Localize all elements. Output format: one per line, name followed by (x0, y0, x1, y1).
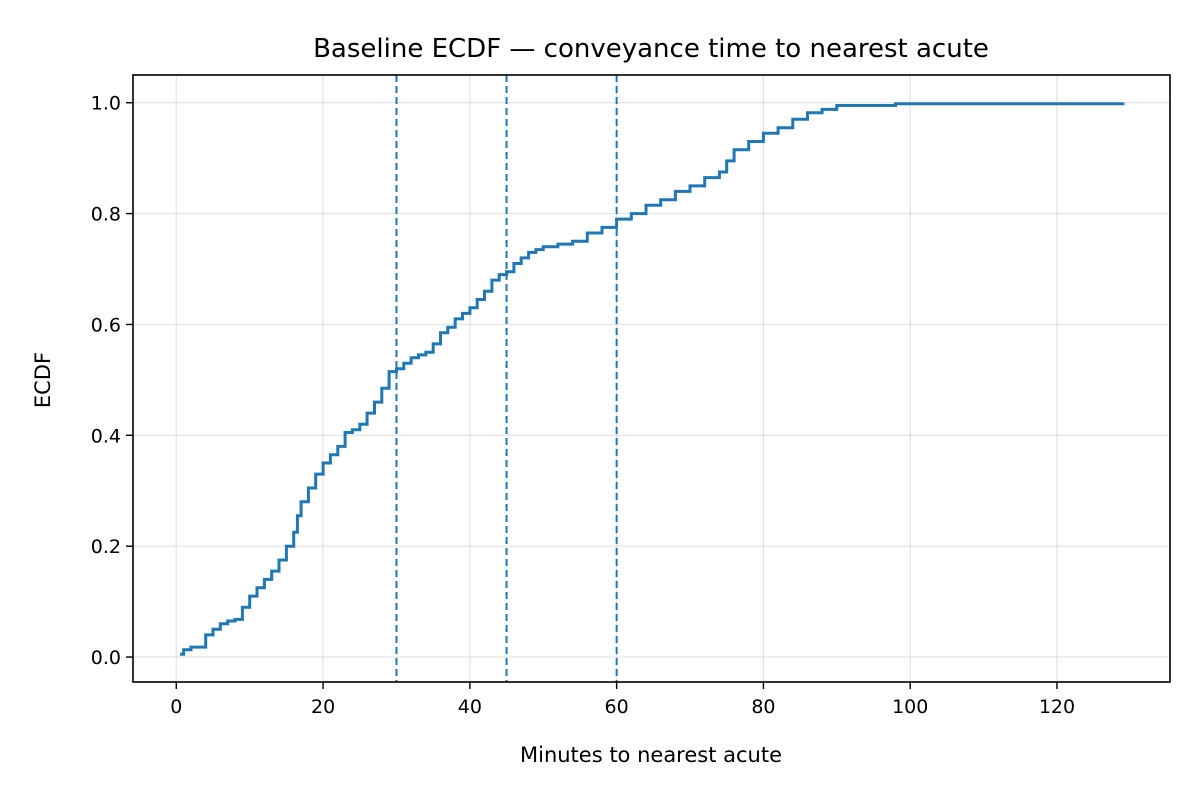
y-tick-label: 0.8 (91, 204, 121, 226)
y-tick-label: 0.4 (91, 425, 121, 447)
x-tick-label: 60 (605, 696, 629, 718)
chart-title: Baseline ECDF — conveyance time to neare… (313, 34, 989, 64)
reference-lines (395, 75, 618, 682)
x-axis-ticks: 0 20 40 60 80 100 120 (170, 682, 1075, 718)
y-tick-label: 0.6 (91, 314, 121, 336)
y-axis-label: ECDF (31, 352, 55, 408)
x-tick-label: 20 (311, 696, 335, 718)
ecdf-series-line (180, 102, 1125, 656)
x-tick-label: 40 (458, 696, 482, 718)
y-tick-label: 0.2 (91, 536, 121, 558)
plot-frame (132, 74, 1171, 683)
x-tick-label: 100 (892, 696, 928, 718)
x-axis-label: Minutes to nearest acute (520, 743, 782, 767)
x-tick-label: 0 (170, 696, 182, 718)
y-tick-label: 0.0 (91, 647, 121, 669)
y-axis-ticks: 0.0 0.2 0.4 0.6 0.8 1.0 (91, 93, 133, 669)
x-tick-label: 120 (1039, 696, 1075, 718)
x-tick-label: 80 (751, 696, 775, 718)
y-tick-label: 1.0 (91, 93, 121, 115)
series-layer (180, 102, 1125, 656)
grid-layer (133, 75, 1170, 682)
